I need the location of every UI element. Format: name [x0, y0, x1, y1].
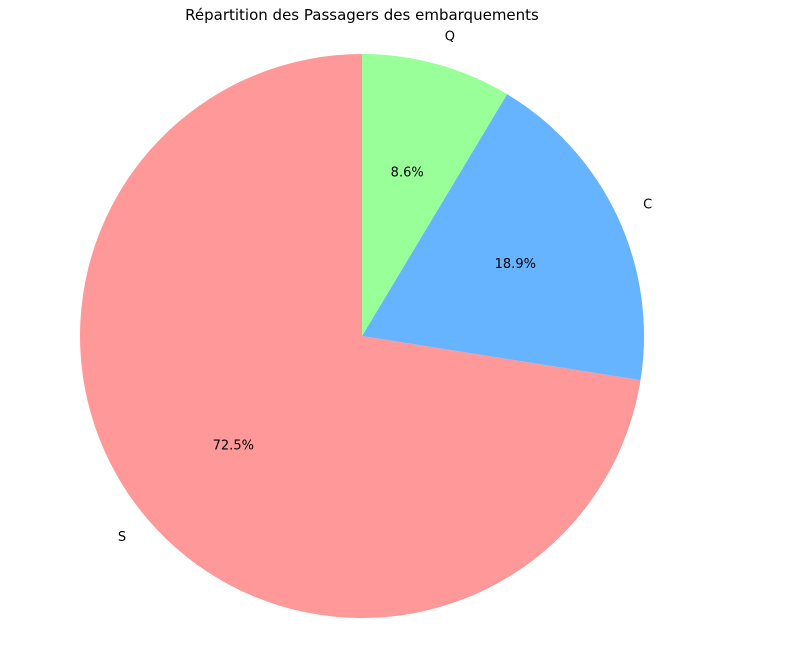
chart-title: Répartition des Passagers des embarqueme…	[185, 6, 539, 24]
slice-label-q: Q	[445, 30, 455, 45]
labels-layer: S 72.5% C 18.9% Q 8.6%	[118, 30, 652, 545]
slice-percent-s: 72.5%	[213, 438, 254, 453]
slice-percent-c: 18.9%	[495, 257, 536, 272]
slice-label-c: C	[643, 197, 652, 212]
pie-slice-c	[362, 94, 645, 381]
slice-label-s: S	[118, 530, 126, 545]
pie-slice-s	[80, 54, 641, 618]
slices-layer	[80, 54, 645, 618]
slice-percent-q: 8.6%	[391, 165, 424, 180]
pie-slice-q	[362, 54, 508, 336]
